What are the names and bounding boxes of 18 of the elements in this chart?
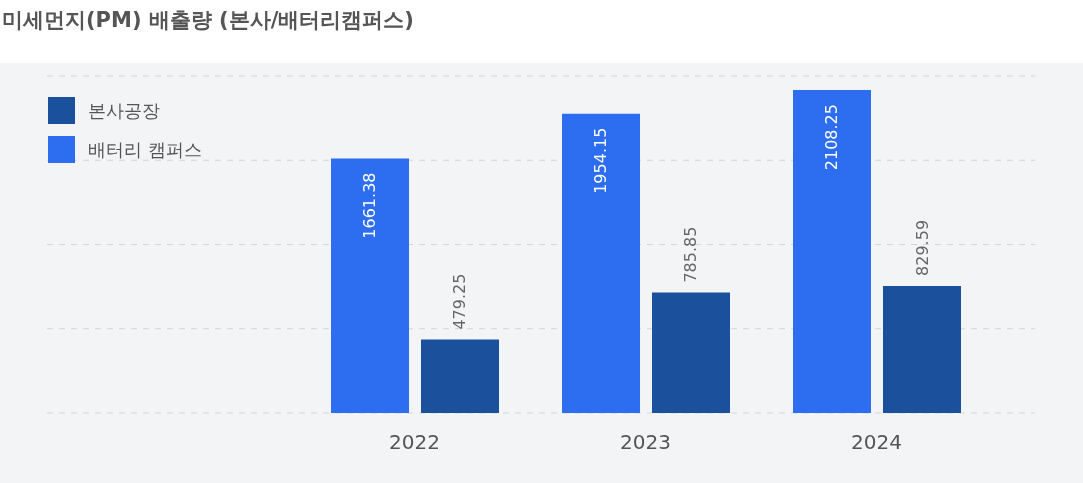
data-label: 1954.15 (591, 127, 611, 194)
data-label: 829.59 (912, 219, 932, 276)
data-label: 1661.38 (360, 172, 380, 239)
data-label: 479.25 (450, 273, 470, 330)
bar (562, 113, 640, 413)
legend-label: 본사공장 (88, 98, 160, 123)
data-label: 785.85 (681, 226, 701, 283)
legend-label: 배터리 캠퍼스 (88, 137, 202, 162)
x-tick-label: 2024 (851, 430, 902, 455)
data-label: 2108.25 (822, 104, 842, 171)
bar (793, 90, 871, 413)
bar (331, 158, 409, 413)
bar (652, 292, 730, 413)
x-tick-label: 2023 (620, 430, 671, 455)
chart-title: 미세먼지(PM) 배출량 (본사/배터리캠퍼스) (2, 7, 414, 34)
bar (883, 285, 961, 413)
x-tick-label: 2022 (389, 430, 440, 455)
bar (421, 339, 499, 413)
